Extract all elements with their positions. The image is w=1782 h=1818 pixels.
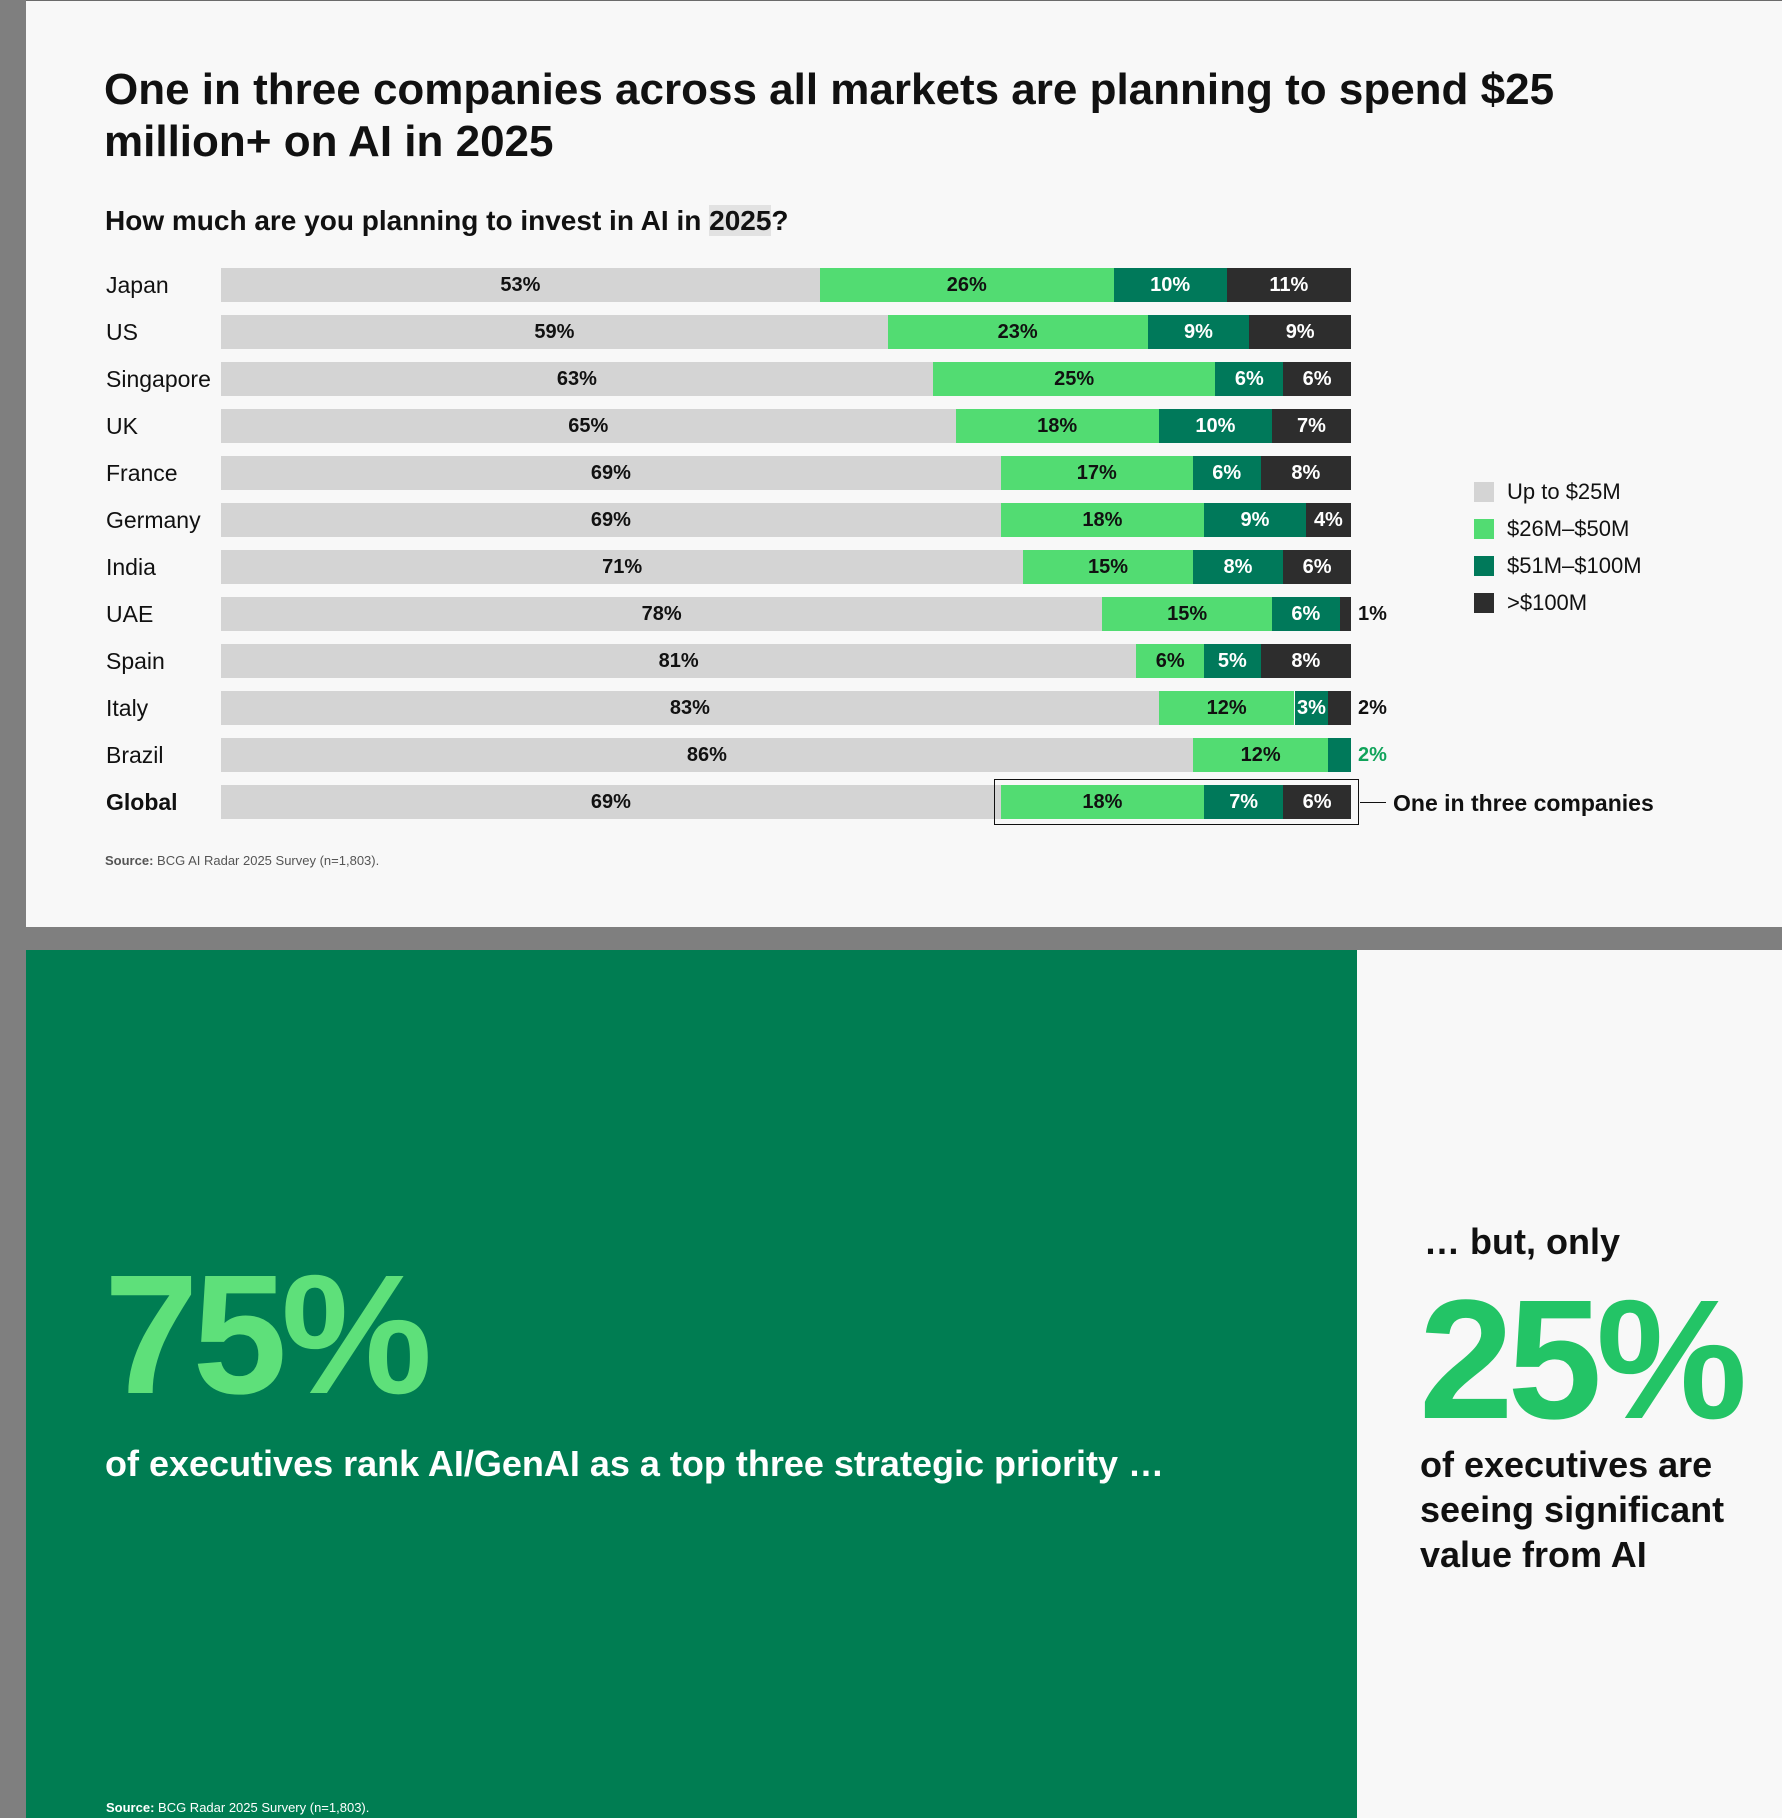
row-label-france: France — [106, 460, 178, 486]
global-callout-box — [994, 779, 1359, 825]
bar-segment-51-100m: 6% — [1215, 362, 1284, 396]
chart-headline: One in three companies across all market… — [104, 65, 1555, 166]
callout-connector-line — [1360, 802, 1386, 803]
legend-label: $26M–$50M — [1507, 515, 1630, 541]
row-label-india: India — [106, 554, 156, 580]
stat-panel-left: 75% of executives rank AI/GenAI as a top… — [26, 950, 1357, 1818]
bar-segment-26-50m: 18% — [1000, 503, 1205, 537]
bar-segment-up-to-25m: 78% — [221, 597, 1103, 631]
bar-segment-26-50m: 18% — [1000, 785, 1205, 819]
bar-segment-over-100m — [1328, 691, 1351, 725]
outside-data-label: 2% — [1358, 697, 1387, 719]
bar-segment-up-to-25m: 59% — [221, 315, 888, 349]
stat-source-note: Source: BCG Radar 2025 Survery (n=1,803)… — [106, 1800, 369, 1815]
bar-segment-over-100m: 7% — [1271, 409, 1351, 443]
source-label: Source: — [106, 1800, 155, 1815]
source-text: BCG AI Radar 2025 Survey (n=1,803). — [153, 853, 380, 868]
value-stat-intro: … but, only — [1424, 1221, 1620, 1262]
legend-item: $51M–$100M — [1474, 547, 1642, 584]
stat-panel-right: … but, only 25% of executives are seeing… — [1357, 950, 1782, 1818]
legend-swatch-51-100m — [1474, 555, 1494, 576]
bar-segment-51-100m: 5% — [1204, 644, 1261, 678]
chart-source-note: Source: BCG AI Radar 2025 Survey (n=1,80… — [105, 853, 379, 868]
value-stat: 25% — [1419, 1265, 1747, 1455]
legend-swatch-up-to-25m — [1474, 481, 1494, 502]
bar-segment-51-100m: 9% — [1204, 503, 1306, 537]
bar-segment-51-100m — [1328, 738, 1351, 772]
outside-data-label: 1% — [1358, 603, 1387, 625]
row-label-singapore: Singapore — [106, 366, 211, 392]
question-year-highlight: 2025 — [709, 205, 772, 236]
row-label-italy: Italy — [106, 695, 149, 721]
bar-segment-26-50m: 26% — [819, 268, 1114, 302]
row-label-global: Global — [106, 789, 178, 815]
source-text: BCG Radar 2025 Survery (n=1,803). — [154, 1800, 370, 1815]
question-suffix: ? — [771, 205, 789, 236]
bar-segment-up-to-25m: 71% — [221, 550, 1024, 584]
bar-segment-over-100m: 8% — [1260, 456, 1351, 490]
bar-segment-over-100m — [1339, 597, 1351, 631]
bar-segment-26-50m: 12% — [1158, 691, 1295, 725]
chart-question: How much are you planning to invest in A… — [105, 203, 789, 239]
bar-segment-26-50m: 25% — [932, 362, 1216, 396]
bar-segment-up-to-25m: 69% — [221, 503, 1001, 537]
row-label-brazil: Brazil — [106, 742, 164, 768]
legend-item: Up to $25M — [1474, 473, 1642, 510]
callout-label: One in three companies — [1393, 790, 1654, 816]
bar-segment-26-50m: 18% — [955, 409, 1159, 443]
row-label-spain: Spain — [106, 648, 165, 674]
bar-segment-51-100m: 7% — [1204, 785, 1284, 819]
question-prefix: How much are you planning to invest in A… — [105, 205, 710, 236]
bar-segment-up-to-25m: 53% — [221, 268, 820, 302]
legend-item: >$100M — [1474, 584, 1642, 621]
legend-label: >$100M — [1507, 589, 1588, 615]
bar-segment-up-to-25m: 65% — [221, 409, 956, 443]
priority-stat-caption: of executives rank AI/GenAI as a top thr… — [105, 1443, 1164, 1484]
value-stat-caption: of executives are seeing significant val… — [1420, 1444, 1725, 1575]
bar-segment-51-100m: 3% — [1294, 691, 1329, 725]
bar-segment-51-100m: 10% — [1113, 268, 1227, 302]
row-label-japan: Japan — [106, 272, 169, 298]
row-label-uk: UK — [106, 413, 138, 439]
bar-segment-26-50m: 15% — [1102, 597, 1272, 631]
chart-slide: One in three companies across all market… — [26, 0, 1782, 927]
bar-segment-up-to-25m: 86% — [221, 738, 1193, 772]
bar-segment-26-50m: 6% — [1136, 644, 1205, 678]
priority-stat: 75% — [104, 1240, 432, 1430]
legend-label: $51M–$100M — [1507, 552, 1642, 578]
legend-swatch-over-100m — [1474, 592, 1494, 613]
bar-segment-over-100m: 6% — [1283, 785, 1351, 819]
bar-segment-up-to-25m: 83% — [221, 691, 1159, 725]
bar-segment-over-100m: 9% — [1249, 315, 1351, 349]
bar-segment-51-100m: 6% — [1192, 456, 1261, 490]
row-label-germany: Germany — [106, 507, 201, 533]
source-label: Source: — [105, 853, 154, 868]
bar-segment-up-to-25m: 81% — [221, 644, 1137, 678]
bar-segment-over-100m: 6% — [1283, 362, 1351, 396]
bar-segment-over-100m: 6% — [1283, 550, 1351, 584]
bar-segment-over-100m: 4% — [1305, 503, 1351, 537]
bar-segment-51-100m: 6% — [1271, 597, 1340, 631]
bar-segment-26-50m: 17% — [1000, 456, 1193, 490]
outside-data-label: 2% — [1358, 744, 1387, 766]
bar-segment-26-50m: 12% — [1192, 738, 1329, 772]
chart-legend: Up to $25M $26M–$50M $51M–$100M >$100M — [1474, 473, 1642, 621]
bar-segment-26-50m: 23% — [887, 315, 1148, 349]
bar-segment-over-100m: 8% — [1260, 644, 1351, 678]
bar-segment-over-100m: 11% — [1226, 268, 1351, 302]
row-label-uae: UAE — [106, 601, 154, 627]
bar-segment-51-100m: 9% — [1147, 315, 1250, 349]
legend-item: $26M–$50M — [1474, 510, 1642, 547]
legend-label: Up to $25M — [1507, 478, 1621, 504]
bar-segment-up-to-25m: 63% — [221, 362, 933, 396]
bar-segment-up-to-25m: 69% — [221, 785, 1001, 819]
bar-segment-51-100m: 8% — [1192, 550, 1284, 584]
bar-segment-26-50m: 15% — [1023, 550, 1193, 584]
legend-swatch-26-50m — [1474, 518, 1494, 539]
row-label-us: US — [106, 319, 138, 345]
bar-segment-up-to-25m: 69% — [221, 456, 1001, 490]
bar-segment-51-100m: 10% — [1158, 409, 1272, 443]
